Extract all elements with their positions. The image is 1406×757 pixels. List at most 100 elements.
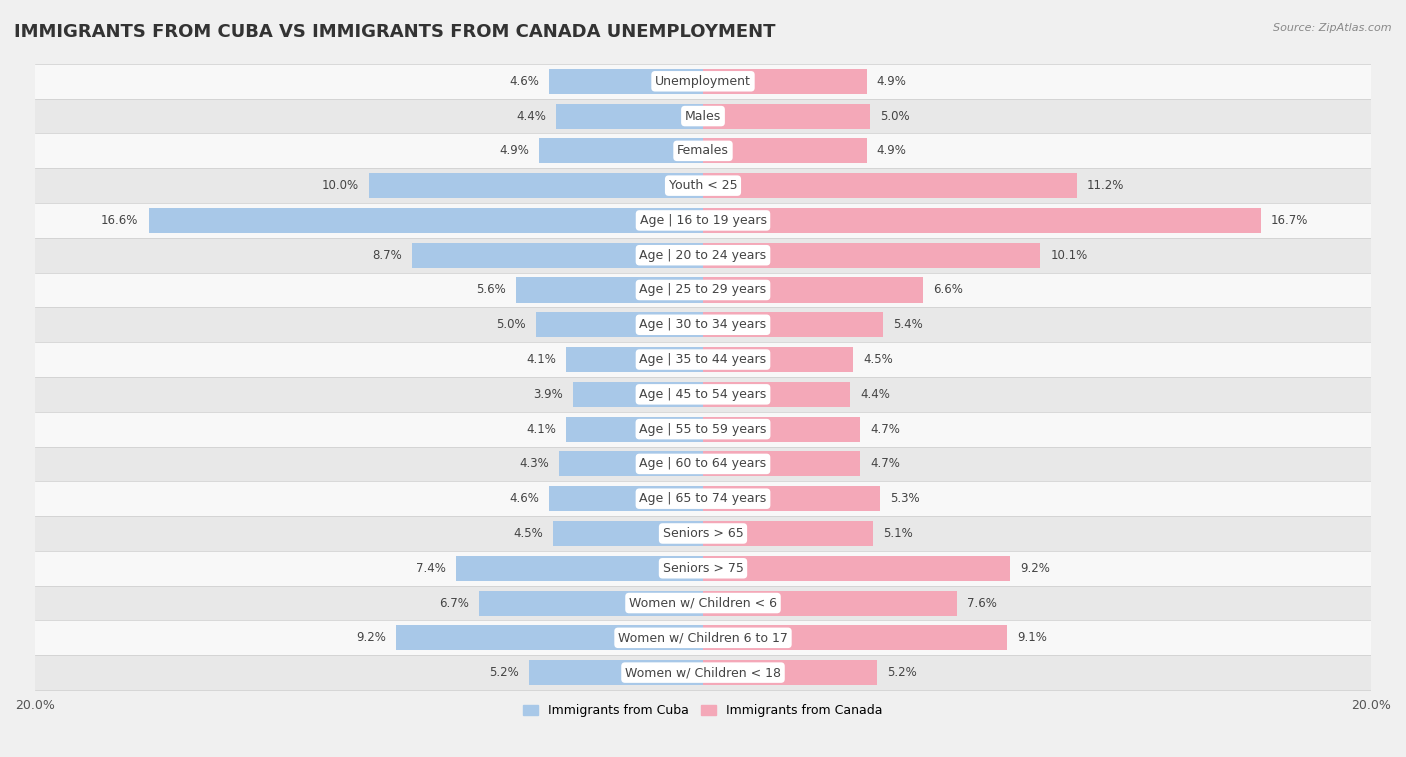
Text: 4.5%: 4.5% <box>513 527 543 540</box>
Text: Seniors > 75: Seniors > 75 <box>662 562 744 575</box>
Text: Age | 25 to 29 years: Age | 25 to 29 years <box>640 283 766 297</box>
Bar <box>516 278 703 303</box>
Text: Seniors > 65: Seniors > 65 <box>662 527 744 540</box>
Text: 5.0%: 5.0% <box>880 110 910 123</box>
Bar <box>35 656 1371 690</box>
Text: Women w/ Children < 18: Women w/ Children < 18 <box>626 666 780 679</box>
Text: 9.2%: 9.2% <box>356 631 385 644</box>
Bar <box>35 133 1371 168</box>
Text: 4.4%: 4.4% <box>516 110 546 123</box>
Text: 9.1%: 9.1% <box>1017 631 1047 644</box>
Text: 5.1%: 5.1% <box>883 527 912 540</box>
Bar <box>35 203 1371 238</box>
Bar <box>703 590 957 615</box>
Bar <box>35 168 1371 203</box>
Text: IMMIGRANTS FROM CUBA VS IMMIGRANTS FROM CANADA UNEMPLOYMENT: IMMIGRANTS FROM CUBA VS IMMIGRANTS FROM … <box>14 23 776 41</box>
Bar <box>35 98 1371 133</box>
Text: Age | 65 to 74 years: Age | 65 to 74 years <box>640 492 766 505</box>
Text: 4.9%: 4.9% <box>877 75 907 88</box>
Bar <box>703 556 1011 581</box>
Bar <box>553 521 703 546</box>
Bar <box>35 551 1371 586</box>
Bar <box>550 69 703 94</box>
Bar <box>550 486 703 511</box>
Text: 9.2%: 9.2% <box>1021 562 1050 575</box>
Bar <box>35 342 1371 377</box>
Text: 5.3%: 5.3% <box>890 492 920 505</box>
Bar <box>572 382 703 407</box>
Text: Women w/ Children 6 to 17: Women w/ Children 6 to 17 <box>619 631 787 644</box>
Bar <box>35 447 1371 481</box>
Text: 8.7%: 8.7% <box>373 249 402 262</box>
Text: 16.7%: 16.7% <box>1271 214 1308 227</box>
Text: 4.1%: 4.1% <box>526 422 555 435</box>
Bar <box>35 516 1371 551</box>
Bar <box>149 208 703 233</box>
Bar <box>703 139 866 164</box>
Bar <box>395 625 703 650</box>
Bar <box>560 451 703 476</box>
Text: Source: ZipAtlas.com: Source: ZipAtlas.com <box>1274 23 1392 33</box>
Bar <box>703 416 860 441</box>
Text: Unemployment: Unemployment <box>655 75 751 88</box>
Text: Males: Males <box>685 110 721 123</box>
Text: 7.4%: 7.4% <box>416 562 446 575</box>
Text: 5.0%: 5.0% <box>496 318 526 332</box>
Text: 4.6%: 4.6% <box>509 492 540 505</box>
Text: 11.2%: 11.2% <box>1087 179 1125 192</box>
Text: 4.6%: 4.6% <box>509 75 540 88</box>
Bar <box>540 139 703 164</box>
Bar <box>703 278 924 303</box>
Text: Age | 35 to 44 years: Age | 35 to 44 years <box>640 353 766 366</box>
Text: 10.0%: 10.0% <box>322 179 359 192</box>
Text: 6.7%: 6.7% <box>439 597 470 609</box>
Text: Age | 30 to 34 years: Age | 30 to 34 years <box>640 318 766 332</box>
Bar <box>456 556 703 581</box>
Bar <box>703 104 870 129</box>
Bar <box>703 173 1077 198</box>
Bar <box>368 173 703 198</box>
Bar <box>35 307 1371 342</box>
Text: 7.6%: 7.6% <box>967 597 997 609</box>
Text: 4.1%: 4.1% <box>526 353 555 366</box>
Bar <box>703 382 851 407</box>
Bar <box>555 104 703 129</box>
Text: 16.6%: 16.6% <box>101 214 138 227</box>
Bar <box>35 238 1371 273</box>
Text: Age | 55 to 59 years: Age | 55 to 59 years <box>640 422 766 435</box>
Bar <box>567 416 703 441</box>
Text: Age | 60 to 64 years: Age | 60 to 64 years <box>640 457 766 470</box>
Text: 5.2%: 5.2% <box>887 666 917 679</box>
Text: Age | 20 to 24 years: Age | 20 to 24 years <box>640 249 766 262</box>
Bar <box>703 69 866 94</box>
Bar <box>536 312 703 338</box>
Bar <box>35 621 1371 656</box>
Bar <box>703 312 883 338</box>
Text: 5.2%: 5.2% <box>489 666 519 679</box>
Bar <box>703 521 873 546</box>
Bar <box>35 412 1371 447</box>
Text: 4.7%: 4.7% <box>870 422 900 435</box>
Bar <box>529 660 703 685</box>
Text: Age | 16 to 19 years: Age | 16 to 19 years <box>640 214 766 227</box>
Legend: Immigrants from Cuba, Immigrants from Canada: Immigrants from Cuba, Immigrants from Ca… <box>517 699 889 722</box>
Text: 10.1%: 10.1% <box>1050 249 1088 262</box>
Bar <box>412 243 703 268</box>
Text: 3.9%: 3.9% <box>533 388 562 401</box>
Text: 6.6%: 6.6% <box>934 283 963 297</box>
Bar <box>567 347 703 372</box>
Bar <box>703 486 880 511</box>
Bar <box>703 208 1261 233</box>
Text: 4.9%: 4.9% <box>499 145 529 157</box>
Bar <box>703 243 1040 268</box>
Bar <box>703 625 1007 650</box>
Bar <box>479 590 703 615</box>
Bar <box>35 377 1371 412</box>
Text: Youth < 25: Youth < 25 <box>669 179 737 192</box>
Text: 4.3%: 4.3% <box>520 457 550 470</box>
Bar <box>703 660 877 685</box>
Bar <box>35 273 1371 307</box>
Bar <box>35 586 1371 621</box>
Bar <box>703 347 853 372</box>
Bar <box>703 451 860 476</box>
